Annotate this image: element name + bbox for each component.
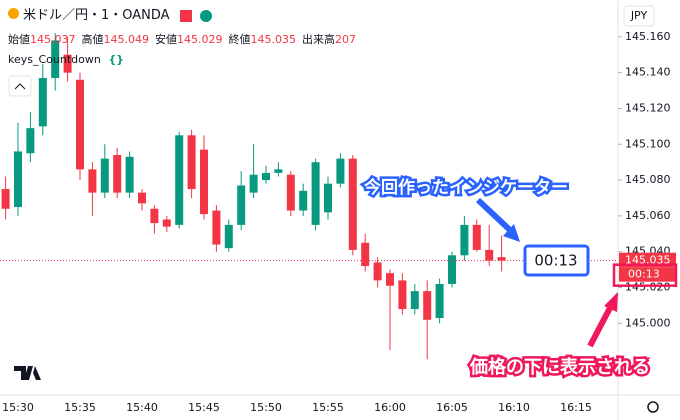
candle-body <box>150 208 159 224</box>
highlight-box <box>612 263 678 287</box>
indicator-icon: {} <box>108 53 125 66</box>
candle-body <box>138 192 146 204</box>
annotation: 今回作ったインジケーター <box>364 177 568 198</box>
candle-body <box>249 174 258 193</box>
candle-body <box>336 158 345 184</box>
candle-body <box>262 172 270 181</box>
x-tick-label: 15:45 <box>188 401 220 414</box>
candle-body <box>348 158 357 250</box>
candle-body <box>373 262 382 281</box>
countdown-tag-label: 00:13 <box>628 268 660 281</box>
indicator-legend: keys_Countdown {} <box>8 53 124 66</box>
candle-body <box>286 174 295 211</box>
y-tick-label: 145.160 <box>625 30 671 43</box>
candle-body <box>299 190 308 211</box>
currency[interactable]: JPY <box>630 9 648 22</box>
ohlc-value: 145.037 <box>30 33 76 46</box>
candle-body <box>187 135 196 190</box>
x-tick-label: 15:35 <box>64 401 96 414</box>
collapse-button[interactable] <box>8 75 32 97</box>
ohlc-label: 高値 <box>81 33 104 46</box>
ohlc-legend: 始値145.037 高値145.049 安値145.029 終値145.035 出来高2… <box>8 31 362 47</box>
candle-body <box>497 257 506 261</box>
plot-area <box>0 33 618 360</box>
candle-body <box>311 162 320 225</box>
candle-body <box>448 255 456 284</box>
x-tick-label: 16:10 <box>498 401 530 414</box>
candle-body <box>237 185 246 225</box>
y-tick-label: 145.100 <box>625 137 671 150</box>
arrow <box>475 197 515 235</box>
candle-body <box>175 135 184 225</box>
ohlc-label: 出来高 <box>302 33 335 46</box>
x-tick-label: 16:05 <box>436 401 468 414</box>
symbol[interactable]: 米ドル／円・1・OANDA <box>8 4 212 23</box>
candle-body <box>361 242 370 267</box>
candle-body <box>274 169 283 173</box>
y-tick-label: 145.080 <box>625 173 671 186</box>
arrow-head <box>503 224 520 242</box>
y-tick-label: 145.140 <box>625 66 671 79</box>
y-tick-label: 145.060 <box>625 209 671 222</box>
candle-body <box>63 54 72 73</box>
ohlc-value: 145.049 <box>103 33 150 46</box>
candle-body <box>485 249 494 261</box>
candle-body <box>200 149 208 215</box>
ohlc-value: 207 <box>335 33 356 46</box>
candle-body <box>1 189 10 209</box>
x-tick-label: 16:00 <box>374 401 406 414</box>
candle-body <box>162 219 171 227</box>
countdown-tag <box>619 267 676 282</box>
candle-body <box>423 291 432 320</box>
ohlc-label: 終値 <box>228 33 251 46</box>
x-tick-label: 15:40 <box>126 401 158 414</box>
candle-body <box>460 224 469 256</box>
countdown-box <box>523 244 590 277</box>
candle-body <box>88 169 97 193</box>
x-tick-label: 15:50 <box>250 401 282 414</box>
x-tick-label: 16:15 <box>560 401 592 414</box>
candle-body <box>324 183 332 213</box>
candle-body <box>76 79 84 170</box>
candle-body <box>435 283 444 318</box>
currency-button[interactable] <box>623 5 655 27</box>
indicator-name: keys_Countdown <box>8 53 101 66</box>
candle-body <box>125 156 134 193</box>
candle-body <box>14 151 22 207</box>
tv-logo <box>14 366 41 380</box>
ohlc-value: 145.035 <box>250 33 297 46</box>
candle-body <box>26 128 35 154</box>
candle-body <box>51 40 60 79</box>
y-tick-label: 145.020 <box>625 281 671 294</box>
candle-body <box>224 224 233 249</box>
candle-body <box>410 291 419 310</box>
candle-body <box>472 224 481 250</box>
candle-body <box>398 280 407 310</box>
annotation: 価格の下に表示される <box>469 356 650 378</box>
ohlc-label: 安値 <box>155 33 177 46</box>
candle-body <box>212 210 221 245</box>
candle-body <box>113 155 122 193</box>
arrow <box>587 302 615 348</box>
arrow-head <box>604 292 618 312</box>
symbol-name: 米ドル／円・1・OANDA <box>23 8 170 23</box>
candle-body <box>100 158 109 193</box>
x-tick-label: 15:30 <box>2 401 34 414</box>
y-tick-label: 145.120 <box>625 101 671 114</box>
countdown-label: 00:13 <box>534 252 577 270</box>
candle-body <box>38 78 47 127</box>
settings-icon[interactable] <box>647 401 659 413</box>
collapse-icon <box>14 83 26 90</box>
x-tick-label: 15:55 <box>312 401 344 414</box>
y-tick-label: 145.000 <box>625 316 671 329</box>
ohlc-value: 145.029 <box>177 33 223 46</box>
candle-body <box>386 273 394 286</box>
ohlc-label: 始値 <box>8 33 30 46</box>
